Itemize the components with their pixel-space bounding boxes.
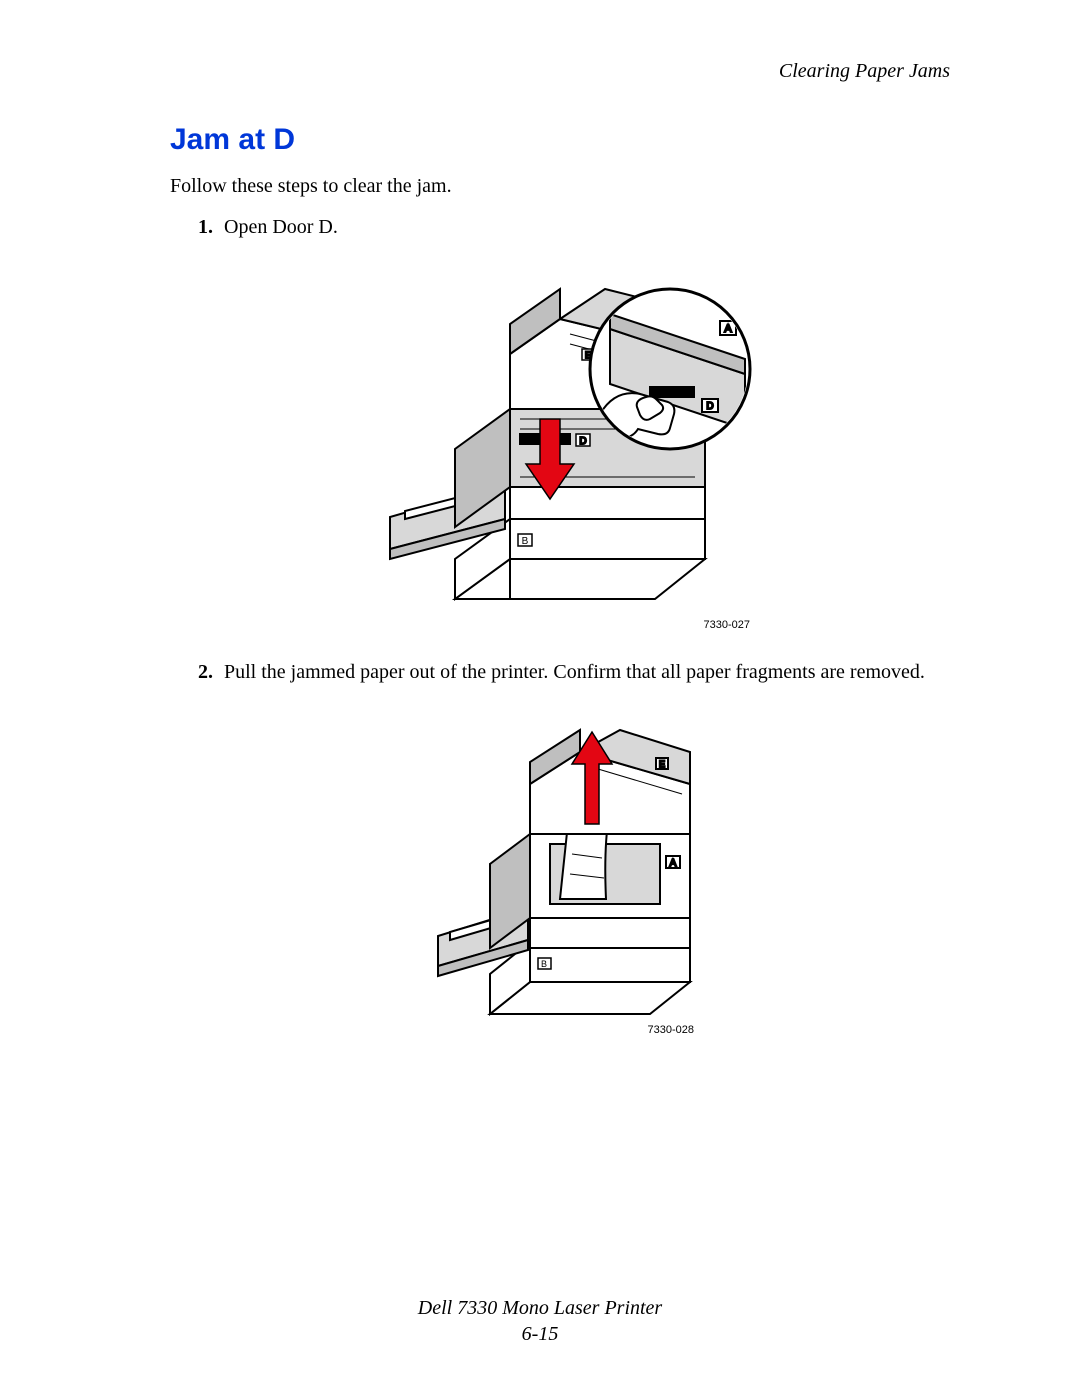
printer-pull-paper-illustration: B D A (420, 704, 700, 1024)
figure-1: B D (350, 259, 770, 631)
svg-text:B: B (541, 959, 547, 969)
section-title: Jam at D (170, 123, 950, 157)
step-2: 2. Pull the jammed paper out of the prin… (198, 661, 950, 684)
svg-text:E: E (659, 759, 665, 769)
step-number: 1. (198, 216, 224, 239)
footer-product: Dell 7330 Mono Laser Printer (0, 1295, 1080, 1321)
svg-text:A: A (724, 323, 732, 335)
figure-1-caption: 7330-027 (350, 619, 770, 631)
svg-text:D: D (706, 401, 713, 412)
manual-page: Clearing Paper Jams Jam at D Follow thes… (0, 0, 1080, 1397)
step-number: 2. (198, 661, 224, 684)
page-footer: Dell 7330 Mono Laser Printer 6-15 (0, 1295, 1080, 1347)
step-text: Pull the jammed paper out of the printer… (224, 661, 950, 684)
footer-page-number: 6-15 (0, 1321, 1080, 1347)
step-1: 1. Open Door D. (198, 216, 950, 239)
running-header: Clearing Paper Jams (170, 60, 950, 83)
svg-text:B: B (522, 536, 529, 547)
svg-text:A: A (670, 858, 677, 869)
svg-text:D: D (579, 436, 586, 447)
step-text: Open Door D. (224, 216, 950, 239)
figure-2-wrap: B D A (170, 704, 950, 1036)
printer-open-door-illustration: B D (350, 259, 770, 619)
figure-1-wrap: B D (170, 259, 950, 631)
intro-text: Follow these steps to clear the jam. (170, 175, 950, 198)
figure-2-caption: 7330-028 (420, 1024, 700, 1036)
figure-2: B D A (420, 704, 700, 1036)
